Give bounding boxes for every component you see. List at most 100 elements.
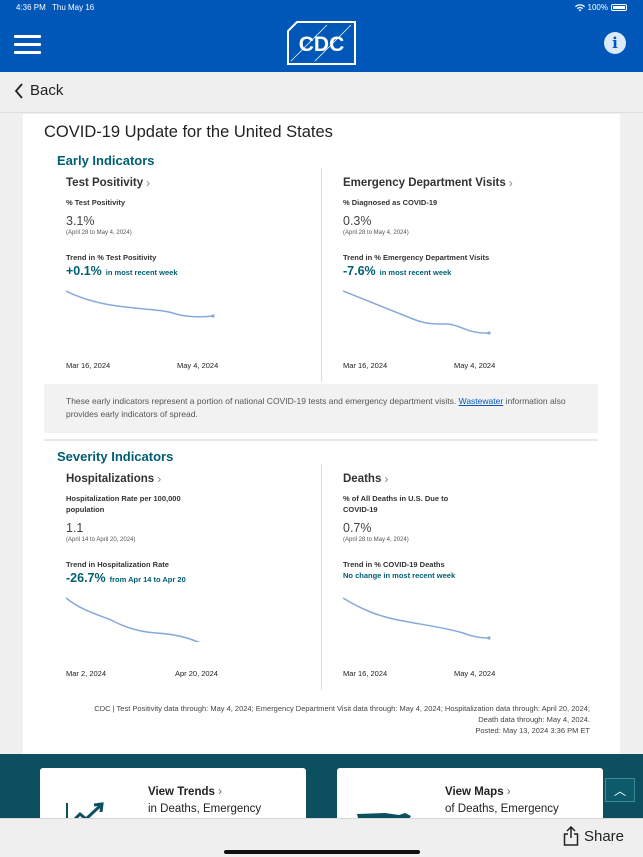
card-title: View Trends: [148, 786, 215, 798]
trend-percent: -26.7%: [66, 571, 106, 585]
app-header: 4:36 PM Thu May 16 100% CDC i: [0, 0, 643, 72]
trend-value: +0.1% in most recent week: [66, 264, 326, 278]
chevron-right-icon: ›: [384, 472, 389, 486]
trend-value: -7.6% in most recent week: [343, 264, 603, 278]
posted-date: Posted: May 13, 2024 3:36 PM ET: [475, 726, 590, 735]
chevron-right-icon: ›: [218, 786, 222, 798]
menu-icon: [14, 35, 41, 38]
view-maps-card[interactable]: View Maps › of Deaths, Emergency: [337, 768, 603, 818]
chevron-right-icon: ›: [146, 176, 151, 190]
chevron-up-icon: ︿: [613, 784, 626, 798]
axis-start: Mar 16, 2024: [343, 669, 388, 678]
metric-date: (April 14 to April 20, 2024): [66, 537, 136, 543]
metric-date: (April 28 to May 4, 2024): [343, 230, 409, 236]
menu-icon-bar: [14, 43, 41, 46]
trend-percent: -7.6%: [343, 264, 376, 278]
metric-label: % Diagnosed as COVID-19: [343, 198, 438, 207]
axis-start: Mar 16, 2024: [343, 361, 388, 370]
axis-end: Apr 20, 2024: [175, 669, 218, 678]
axis-start: Mar 16, 2024: [66, 361, 111, 370]
ed-visits-link[interactable]: Emergency Department Visits ›: [343, 176, 603, 190]
early-indicators-title: Early Indicators: [57, 153, 155, 168]
bottom-toolbar: Share: [0, 818, 643, 857]
chevron-right-icon: ›: [157, 472, 162, 486]
metric-date: (April 28 to May 4, 2024): [343, 537, 409, 543]
early-indicators-note: These early indicators represent a porti…: [44, 384, 598, 433]
note-text: These early indicators represent a porti…: [66, 396, 457, 406]
share-button[interactable]: Share: [563, 826, 624, 846]
view-trends-title[interactable]: View Trends ›: [148, 786, 222, 798]
sparkline-endpoint: [211, 314, 215, 318]
footnote-line: Death data through: May 4, 2024.: [478, 715, 590, 724]
nav-bar: Back: [0, 72, 643, 113]
metric-date: (April 28 to May 4, 2024): [66, 230, 132, 236]
hospitalizations-link[interactable]: Hospitalizations ›: [66, 472, 326, 486]
trend-note: in most recent week: [379, 268, 452, 277]
hospitalizations-panel: Hospitalizations › Hospitalization Rate p…: [66, 472, 326, 678]
trend-label: Trend in % Emergency Department Visits: [343, 253, 490, 262]
content-card: COVID-19 Update for the United States Ea…: [23, 114, 620, 754]
battery-icon: [611, 4, 627, 11]
trend-note: from Apr 14 to Apr 20: [109, 575, 186, 584]
sparkline-chart: [66, 290, 215, 318]
axis-end: May 4, 2024: [454, 669, 496, 678]
view-maps-subtitle: of Deaths, Emergency: [445, 803, 559, 815]
cdc-logo[interactable]: CDC: [287, 21, 356, 65]
chevron-right-icon: ›: [508, 176, 513, 190]
wastewater-link[interactable]: Wastewater: [458, 396, 504, 406]
column-divider: [321, 168, 322, 382]
scroll-to-top-button[interactable]: ︿: [605, 778, 635, 802]
note-text-continued: information also provides early indicato…: [66, 396, 566, 419]
deaths-panel: Deaths › % of All Deaths in U.S. Due to C…: [343, 472, 603, 678]
sparkline-chart: [343, 597, 491, 640]
chevron-left-icon: [14, 82, 23, 99]
home-indicator[interactable]: [224, 850, 420, 854]
trend-note: in most recent week: [105, 268, 178, 277]
metric-label: Hospitalization Rate per 100,000 populat…: [66, 494, 181, 514]
card-title: View Maps: [445, 786, 504, 798]
chevron-right-icon: ›: [506, 786, 511, 798]
view-maps-title[interactable]: View Maps ›: [445, 786, 511, 798]
view-trends-subtitle: in Deaths, Emergency: [148, 803, 262, 815]
sparkline-endpoint: [487, 636, 491, 640]
back-button[interactable]: Back: [14, 82, 63, 99]
axis-start: Mar 2, 2024: [66, 669, 107, 678]
test-positivity-link[interactable]: Test Positivity ›: [66, 176, 326, 190]
view-trends-card[interactable]: View Trends › in Deaths, Emergency: [40, 768, 306, 818]
status-right: 100%: [574, 3, 627, 12]
panel-title: Deaths: [343, 473, 382, 485]
column-divider: [321, 464, 322, 690]
trend-label: Trend in Hospitalization Rate: [66, 560, 169, 569]
trend-note: No change in most recent week: [343, 571, 456, 580]
page-title: COVID-19 Update for the United States: [44, 123, 333, 141]
wifi-icon: [574, 3, 585, 11]
menu-button[interactable]: [14, 35, 41, 54]
status-bar: 4:36 PM Thu May 16 100%: [0, 3, 643, 15]
metric-value: 3.1%: [66, 214, 95, 228]
share-icon: [563, 826, 579, 846]
info-icon: i: [612, 34, 618, 52]
trend-value: -26.7% from Apr 14 to Apr 20: [66, 571, 326, 585]
data-footnote: CDC | Test Positivity data through: May …: [53, 703, 590, 736]
menu-icon-bar: [14, 51, 41, 54]
explore-section: View Trends › in Deaths, Emergency View …: [0, 754, 643, 818]
metric-value: 0.3%: [343, 214, 372, 228]
axis-end: May 4, 2024: [454, 361, 496, 370]
status-date: Thu May 16: [52, 3, 95, 12]
metric-value: 1.1: [66, 521, 84, 535]
trend-label: Trend in % Test Positivity: [66, 253, 157, 262]
trend-percent: +0.1%: [66, 264, 102, 278]
panel-title: Hospitalizations: [66, 473, 155, 485]
trend-label: Trend in % COVID-19 Deaths: [343, 560, 445, 569]
info-button[interactable]: i: [604, 32, 626, 54]
metric-label: % Test Positivity: [66, 198, 126, 207]
footnote-line: CDC | Test Positivity data through: May …: [94, 704, 590, 713]
axis-end: May 4, 2024: [177, 361, 219, 370]
ed-visits-panel: Emergency Department Visits › % Diagnosed…: [343, 176, 603, 370]
battery-percent: 100%: [587, 3, 608, 12]
metric-label: % of All Deaths in U.S. Due to COVID-19: [343, 494, 449, 514]
cdc-logo-text: CDC: [299, 33, 345, 56]
sparkline-chart: [343, 290, 491, 335]
severity-indicators-title: Severity Indicators: [57, 449, 174, 464]
deaths-link[interactable]: Deaths ›: [343, 472, 603, 486]
